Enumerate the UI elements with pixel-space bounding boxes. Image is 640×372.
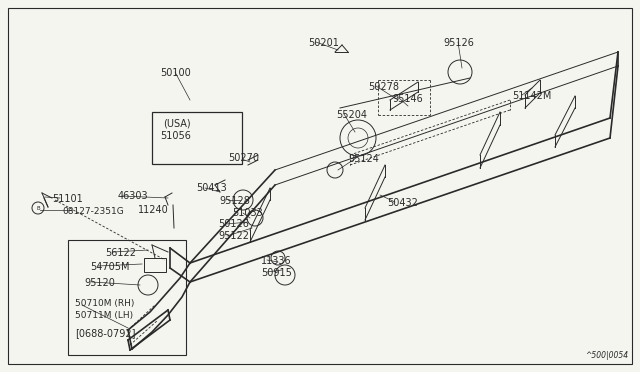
Text: 56122: 56122 — [105, 248, 136, 258]
Text: (USA): (USA) — [163, 119, 191, 129]
Text: 50915: 50915 — [261, 268, 292, 278]
Text: 50711M (LH): 50711M (LH) — [75, 311, 133, 320]
Text: 50270: 50270 — [228, 153, 259, 163]
Text: 95120: 95120 — [84, 278, 115, 288]
Text: ^500|0054: ^500|0054 — [585, 351, 628, 360]
Text: 50710M (RH): 50710M (RH) — [75, 299, 134, 308]
Text: 50413: 50413 — [196, 183, 227, 193]
Text: 11240: 11240 — [138, 205, 169, 215]
Text: 50432: 50432 — [387, 198, 418, 208]
Text: 50100: 50100 — [160, 68, 191, 78]
Text: B: B — [36, 205, 40, 211]
Text: 95146: 95146 — [392, 94, 423, 104]
Text: 50126: 50126 — [218, 219, 249, 229]
Text: 50201: 50201 — [308, 38, 339, 48]
Text: 95126: 95126 — [443, 38, 474, 48]
Text: 08127-2351G: 08127-2351G — [62, 207, 124, 216]
Text: 95124: 95124 — [348, 154, 379, 164]
Text: 95128: 95128 — [219, 196, 250, 206]
Text: 50278: 50278 — [368, 82, 399, 92]
Bar — [144, 258, 166, 272]
Text: 11336: 11336 — [261, 256, 292, 266]
Bar — [68, 240, 186, 355]
Text: 51056: 51056 — [160, 131, 191, 141]
Text: 51142M: 51142M — [512, 91, 552, 101]
Text: 51101: 51101 — [52, 194, 83, 204]
Bar — [152, 112, 242, 164]
Text: 51033: 51033 — [232, 208, 263, 218]
Text: 54705M: 54705M — [90, 262, 129, 272]
Text: [0688-0792]: [0688-0792] — [75, 328, 136, 338]
Text: 55204: 55204 — [336, 110, 367, 120]
Text: 95122: 95122 — [218, 231, 249, 241]
Text: 46303: 46303 — [118, 191, 148, 201]
